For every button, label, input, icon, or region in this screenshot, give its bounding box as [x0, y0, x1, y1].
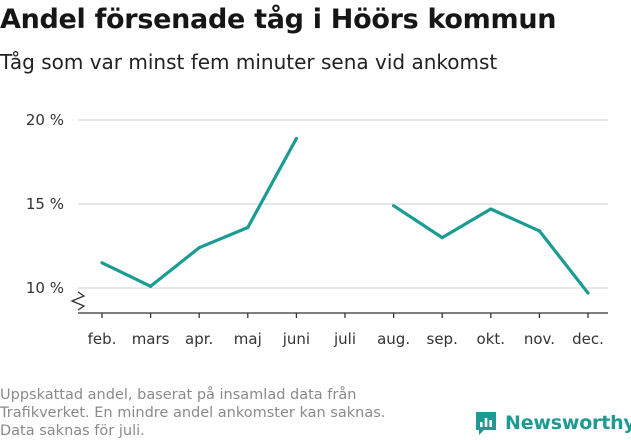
- footnote-line: Trafikverket. En mindre andel ankomster …: [0, 405, 386, 421]
- x-tick-label: feb.: [88, 330, 117, 348]
- x-tick-label: dec.: [572, 330, 604, 348]
- newsworthy-logo: Newsworthy: [474, 409, 631, 437]
- y-tick-label: 15 %: [26, 195, 64, 213]
- y-axis-break-icon: [70, 291, 86, 311]
- x-tick-label: nov.: [524, 330, 555, 348]
- x-tick-label: maj: [234, 330, 262, 348]
- footnote: Uppskattad andel, baserat på insamlad da…: [0, 386, 440, 440]
- chart-subtitle: Tåg som var minst fem minuter sena vid a…: [0, 50, 498, 74]
- data-point: [100, 261, 104, 265]
- x-tick-label: juni: [282, 330, 310, 348]
- data-point: [246, 225, 250, 230]
- data-point: [149, 284, 153, 288]
- data-point: [392, 204, 396, 208]
- data-point: [489, 207, 493, 211]
- footnote-line: Data saknas för juli.: [0, 423, 145, 439]
- footnote-line: Uppskattad andel, baserat på insamlad da…: [0, 387, 357, 403]
- data-point: [440, 236, 444, 240]
- line-chart: 10 % 15 % 20 % feb. mars apr. maj juni juli aug. s…: [26, 111, 608, 348]
- y-tick-label: 10 %: [26, 279, 64, 297]
- data-point: [586, 291, 590, 295]
- data-point: [537, 229, 542, 233]
- brand-name: Newsworthy: [505, 412, 631, 434]
- x-tick-label: mars: [132, 330, 170, 348]
- series-line: [392, 204, 590, 294]
- x-tick-label: aug.: [377, 330, 410, 348]
- x-tick-label: sep.: [427, 330, 458, 348]
- y-tick-label: 20 %: [26, 111, 64, 129]
- chart-title: Andel försenade tåg i Höörs kommun: [0, 4, 557, 35]
- x-tick-label: okt.: [477, 330, 506, 348]
- data-point: [294, 136, 298, 141]
- newsworthy-logo-icon: [476, 412, 496, 435]
- data-point: [197, 246, 201, 250]
- x-tick-label: apr.: [185, 330, 213, 348]
- x-tick-label: juli: [333, 330, 356, 348]
- series-line: [101, 137, 298, 288]
